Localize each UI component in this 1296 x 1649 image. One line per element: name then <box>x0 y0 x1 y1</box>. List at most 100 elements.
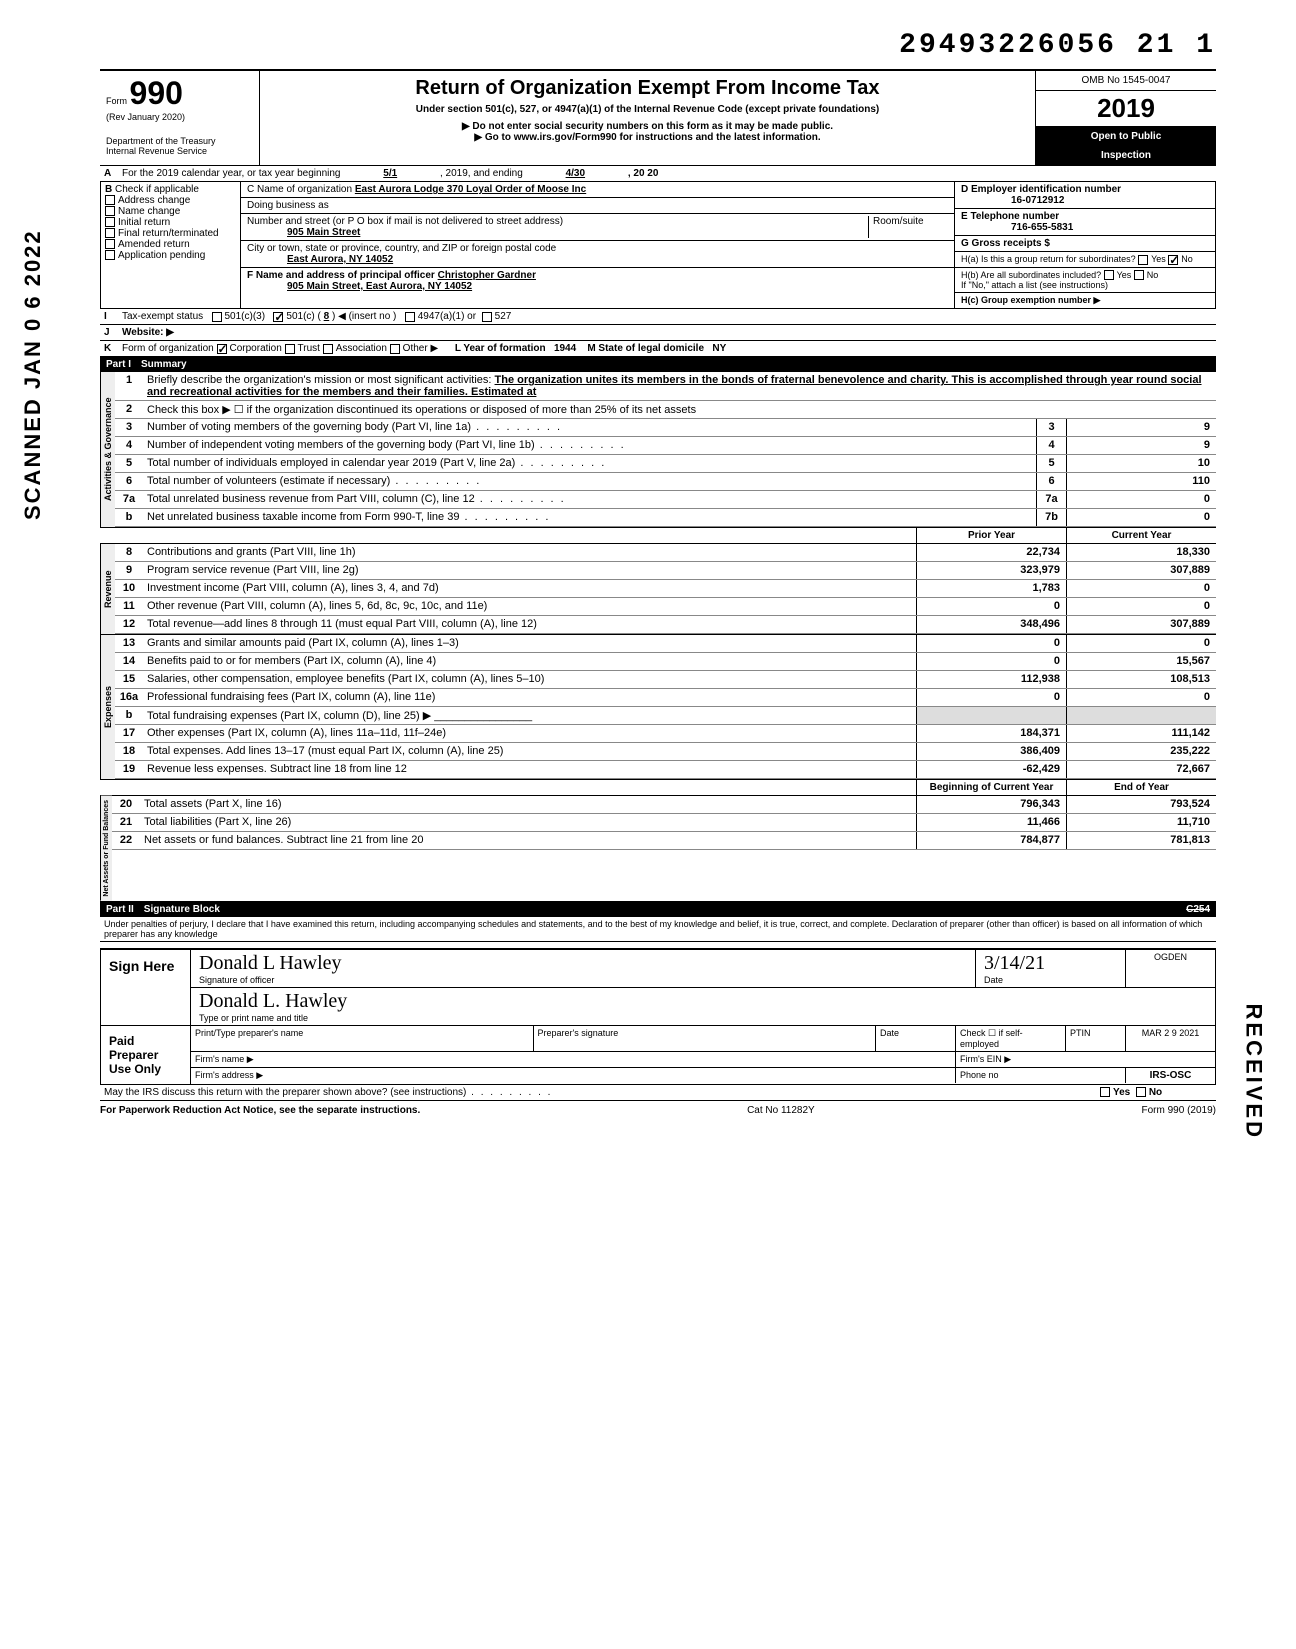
other-checkbox[interactable] <box>390 344 400 354</box>
begin-end-header: Beginning of Current Year End of Year <box>100 780 1216 796</box>
phone-label: Phone no <box>955 1068 1125 1083</box>
line-a-mid: , 2019, and ending <box>440 168 523 179</box>
summary-row: 3Number of voting members of the governi… <box>115 419 1216 437</box>
street-address: 905 Main Street <box>287 227 360 238</box>
firm-addr-label: Firm's address ▶ <box>191 1068 955 1083</box>
form-subtitle: Under section 501(c), 527, or 4947(a)(1)… <box>268 104 1027 115</box>
prep-sig-label: Preparer's signature <box>533 1026 876 1051</box>
hb-no[interactable] <box>1134 270 1144 280</box>
no-label: No <box>1149 1087 1162 1098</box>
address-change-checkbox[interactable] <box>105 195 115 205</box>
4947: 4947(a)(1) or <box>418 311 476 322</box>
firm-ein-label: Firm's EIN ▶ <box>955 1052 1215 1067</box>
527-checkbox[interactable] <box>482 312 492 322</box>
state-domicile: NY <box>712 343 726 354</box>
assoc-checkbox[interactable] <box>323 344 333 354</box>
form-note-1: ▶ Do not enter social security numbers o… <box>268 121 1027 132</box>
hc-label: H(c) Group exemption number ▶ <box>955 293 1215 308</box>
financial-row: 17Other expenses (Part IX, column (A), l… <box>115 725 1216 743</box>
part-1-header: Part I Summary <box>100 357 1216 372</box>
corp-checkbox[interactable] <box>217 344 227 354</box>
financial-row: 11Other revenue (Part VIII, column (A), … <box>115 598 1216 616</box>
financial-row: 22Net assets or fund balances. Subtract … <box>112 832 1216 850</box>
l-label: L Year of formation <box>455 343 546 354</box>
c-label: C Name of organization <box>247 184 352 195</box>
ein-value: 16-0712912 <box>1011 195 1064 206</box>
year-formation: 1944 <box>554 343 576 354</box>
discuss-no[interactable] <box>1136 1087 1146 1097</box>
addr-label: Number and street (or P O box if mail is… <box>247 216 563 227</box>
summary-row: 5Total number of individuals employed in… <box>115 455 1216 473</box>
revenue-section: Revenue 8Contributions and grants (Part … <box>100 544 1216 635</box>
penalty-statement: Under penalties of perjury, I declare th… <box>100 917 1216 942</box>
cat-number: Cat No 11282Y <box>420 1105 1141 1116</box>
line-a-label: For the 2019 calendar year, or tax year … <box>122 168 340 179</box>
line-j: J Website: ▶ <box>100 325 1216 341</box>
tax-year-begin: 5/1 <box>383 168 397 179</box>
website-label: Website: ▶ <box>118 325 178 340</box>
financial-row: 21Total liabilities (Part X, line 26)11,… <box>112 814 1216 832</box>
self-employed: Check ☐ if self-employed <box>955 1026 1065 1051</box>
summary-row: 7aTotal unrelated business revenue from … <box>115 491 1216 509</box>
ogden-stamp: OGDEN <box>1128 952 1213 962</box>
501c3-checkbox[interactable] <box>212 312 222 322</box>
org-name: East Aurora Lodge 370 Loyal Order of Moo… <box>355 184 586 195</box>
d-label: D Employer identification number <box>961 184 1121 195</box>
activities-governance-section: Activities & Governance 1Briefly describ… <box>100 372 1216 528</box>
501c3: 501(c)(3) <box>225 311 266 322</box>
line-a: A For the 2019 calendar year, or tax yea… <box>100 166 1216 182</box>
officer-address: 905 Main Street, East Aurora, NY 14052 <box>287 281 472 292</box>
yes-label: Yes <box>1113 1087 1130 1098</box>
officer-name-printed: Donald L. Hawley <box>199 990 1207 1013</box>
initial-return-checkbox[interactable] <box>105 217 115 227</box>
trust-checkbox[interactable] <box>285 344 295 354</box>
corp: Corporation <box>230 343 282 354</box>
prep-name-label: Print/Type preparer's name <box>191 1026 533 1051</box>
principal-officer: Christopher Gardner <box>438 270 536 281</box>
sig-officer-label: Signature of officer <box>199 975 967 985</box>
part-1-name: Summary <box>141 359 187 370</box>
prior-year-hdr: Prior Year <box>916 528 1066 543</box>
527: 527 <box>495 311 512 322</box>
ptin-label: PTIN <box>1065 1026 1125 1051</box>
ha-yes[interactable] <box>1138 255 1148 265</box>
financial-row: 10Investment income (Part VIII, column (… <box>115 580 1216 598</box>
cb-final-return: Final return/terminated <box>118 228 219 239</box>
g-label: G Gross receipts $ <box>961 238 1050 249</box>
cb-address-change: Address change <box>118 195 190 206</box>
financial-row: 18Total expenses. Add lines 13–17 (must … <box>115 743 1216 761</box>
stamp-date: MAR 2 9 2021 <box>1128 1028 1213 1038</box>
cb-name-change: Name change <box>118 206 180 217</box>
c254-stamp: C254 <box>1186 904 1210 915</box>
application-pending-checkbox[interactable] <box>105 250 115 260</box>
tax-year-suffix: , 20 20 <box>628 168 659 179</box>
name-change-checkbox[interactable] <box>105 206 115 216</box>
ha-label: H(a) Is this a group return for subordin… <box>961 254 1136 264</box>
tax-year-end: 4/30 <box>566 168 585 179</box>
ha-no[interactable] <box>1168 255 1178 265</box>
financial-row: 9Program service revenue (Part VIII, lin… <box>115 562 1216 580</box>
form-header: Form 990 (Rev January 2020) Department o… <box>100 69 1216 166</box>
form-label: Form <box>106 96 127 106</box>
officer-signature: Donald L Hawley <box>199 952 967 975</box>
open-public-1: Open to Public <box>1036 127 1216 146</box>
side-net-assets: Net Assets or Fund Balances <box>100 796 112 901</box>
amended-return-checkbox[interactable] <box>105 239 115 249</box>
final-return-checkbox[interactable] <box>105 228 115 238</box>
financial-row: 20Total assets (Part X, line 16)796,3437… <box>112 796 1216 814</box>
net-assets-section: Net Assets or Fund Balances 20Total asse… <box>100 796 1216 902</box>
begin-year-hdr: Beginning of Current Year <box>916 780 1066 795</box>
hb-label: H(b) Are all subordinates included? <box>961 270 1101 280</box>
501c-checkbox[interactable] <box>273 312 283 322</box>
discuss-text: May the IRS discuss this return with the… <box>104 1087 466 1098</box>
4947-checkbox[interactable] <box>405 312 415 322</box>
hb-yes[interactable] <box>1104 270 1114 280</box>
signature-area: Sign Here Donald L Hawley Signature of o… <box>100 948 1216 1085</box>
f-label: F Name and address of principal officer <box>247 270 435 281</box>
tax-year: 2019 <box>1036 91 1216 127</box>
discuss-yes[interactable] <box>1100 1087 1110 1097</box>
side-revenue: Revenue <box>100 544 115 634</box>
part-2-label: Part II <box>106 904 134 915</box>
form-revision: (Rev January 2020) <box>106 112 253 122</box>
part-1-label: Part I <box>106 359 131 370</box>
